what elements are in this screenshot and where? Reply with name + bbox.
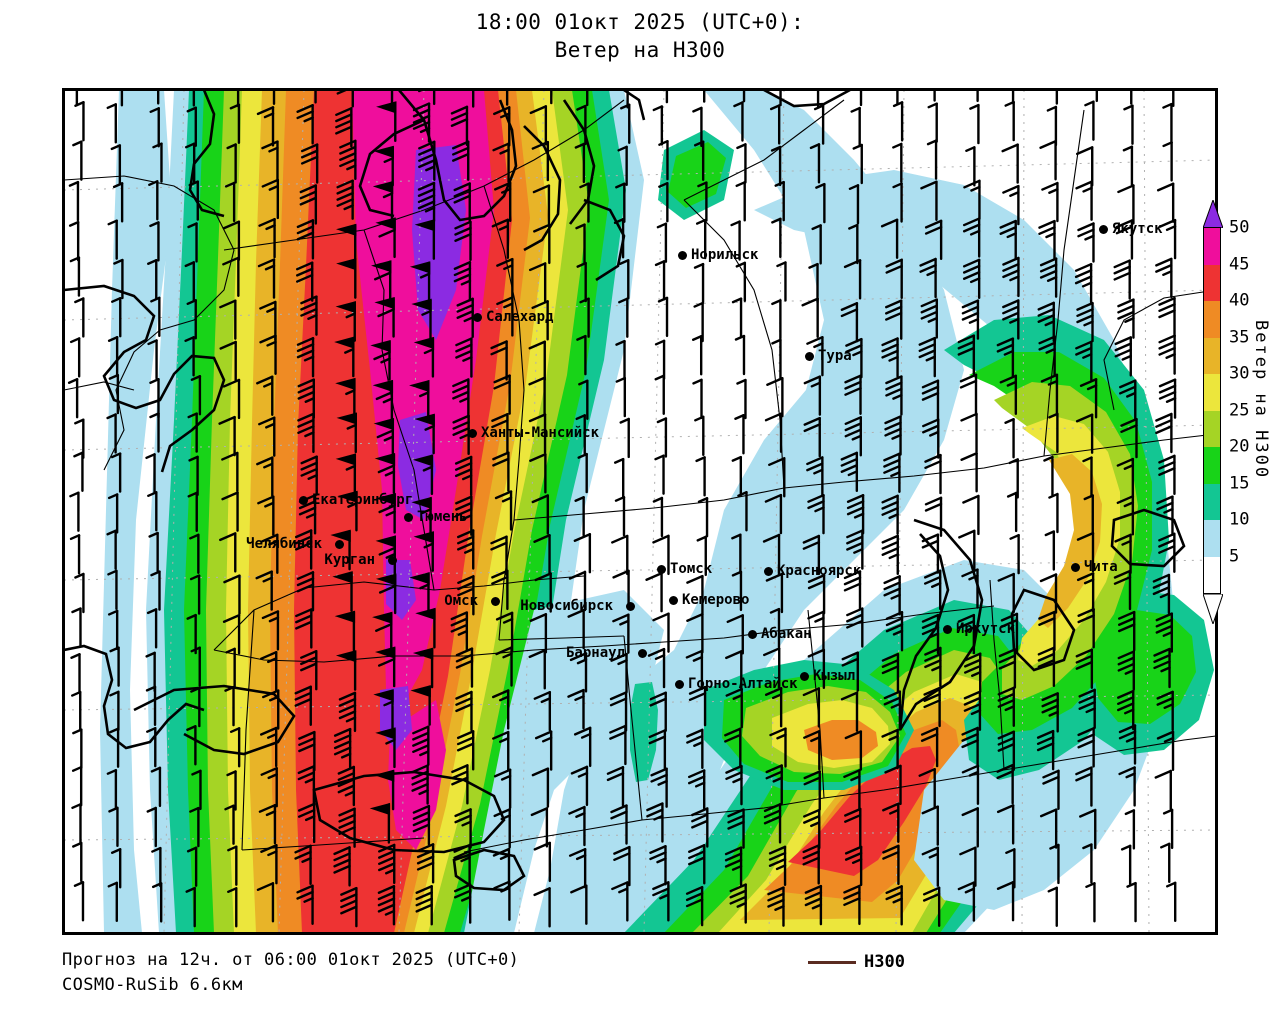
city-dot-icon (388, 556, 397, 565)
city-dot-icon (675, 680, 684, 689)
city-dot-icon (299, 496, 308, 505)
city-dot-icon (805, 352, 814, 361)
city-dot-icon (638, 649, 647, 658)
city-dot-icon (943, 625, 952, 634)
city-label: Горно-Алтайск (688, 676, 798, 692)
city-dot-icon (468, 429, 477, 438)
city-dot-icon (678, 251, 687, 260)
contour-fill-central-light-2 (464, 590, 664, 933)
colorbar-band-0-5 (1204, 556, 1220, 593)
colorbar-band-5-10 (1204, 520, 1220, 557)
legend-line-swatch (808, 960, 856, 964)
city-label: Челябинск (246, 536, 322, 552)
colorbar-tick-30: 30 (1229, 363, 1250, 384)
colorbar-band-35-40 (1204, 301, 1220, 338)
city-label: Якутск (1112, 221, 1163, 237)
city-label: Абакан (761, 626, 812, 642)
colorbar-overflow-arrow (1203, 200, 1223, 228)
city-dot-icon (800, 672, 809, 681)
colorbar-tick-50: 50 (1229, 217, 1250, 238)
city-label: Курган (324, 552, 375, 568)
city-label: Томск (670, 561, 713, 577)
city-dot-icon (669, 596, 678, 605)
city-label: Тюмень (417, 509, 468, 525)
colorbar-tick-40: 40 (1229, 290, 1250, 311)
colorbar-axis-label: Ветер на H300 (1251, 320, 1271, 480)
footer-block: Прогноз на 12ч. от 06:00 01окт 2025 (UTC… (62, 948, 1262, 998)
colorbar-tick-45: 45 (1229, 254, 1250, 274)
city-dot-icon (748, 630, 757, 639)
colorbar-band-10-15 (1204, 483, 1220, 520)
city-dot-icon (626, 602, 635, 611)
contour-fill-east-25-30 (1018, 416, 1120, 666)
city-dot-icon (657, 565, 666, 574)
chart-title-block: 18:00 01окт 2025 (UTC+0): Ветер на H300 (0, 8, 1280, 64)
city-dot-icon (1099, 225, 1108, 234)
contour-fill-barnaul-patch (630, 682, 658, 782)
city-dot-icon (404, 513, 413, 522)
colorbar-band-40-45 (1204, 264, 1220, 301)
city-label: Екатеринбург (312, 492, 414, 508)
contour-fill-sayan-40-45 (788, 746, 936, 876)
legend-h300: H300 (808, 952, 905, 972)
colorbar-band-15-20 (1204, 447, 1220, 484)
colorbar-bands (1203, 227, 1221, 594)
colorbar-tick-15: 15 (1229, 473, 1250, 493)
city-label: Красноярск (777, 563, 862, 579)
city-label: Омск (444, 593, 478, 609)
colorbar-band-20-25 (1204, 410, 1220, 447)
colorbar-underflow-arrow (1203, 594, 1223, 624)
city-label: Тура (818, 348, 852, 364)
city-dot-icon (491, 597, 500, 606)
city-label: Барнаул (565, 645, 625, 661)
colorbar-band-30-35 (1204, 337, 1220, 374)
city-label: Новосибирск (520, 598, 613, 614)
city-dot-icon (473, 313, 482, 322)
colorbar-band-25-30 (1204, 374, 1220, 411)
colorbar: 5 10 15 20 25 30 35 40 45 50 Ветер на H300 (1203, 200, 1280, 624)
city-label: Кемерово (682, 592, 750, 608)
colorbar-tick-20: 20 (1229, 436, 1250, 457)
legend-h300-label: H300 (864, 952, 905, 972)
map-canvas (64, 90, 1216, 933)
graticule (64, 90, 1216, 933)
city-dot-icon (764, 567, 773, 576)
colorbar-tick-25: 25 (1229, 400, 1250, 420)
city-label: Чита (1084, 559, 1118, 575)
city-label: Иркутск (956, 621, 1016, 637)
title-valid-time: 18:00 01окт 2025 (UTC+0): (475, 10, 805, 34)
colorbar-tick-10: 10 (1229, 509, 1250, 530)
weather-map[interactable]: Якутск Норильск Тура Салехард Ханты-Мансийск… (62, 88, 1218, 935)
contour-fill-misc-patch (658, 130, 734, 220)
forecast-info: Прогноз на 12ч. от 06:00 01окт 2025 (UTC… (62, 950, 520, 970)
city-label: Норильск (691, 247, 759, 263)
city-dot-icon (335, 540, 344, 549)
colorbar-band-45-50 (1204, 228, 1220, 265)
colorbar-tick-35: 35 (1229, 327, 1250, 347)
city-label: Ханты-Мансийск (481, 425, 600, 441)
model-info: COSMO-RuSib 6.6км (62, 975, 243, 995)
city-dot-icon (1071, 563, 1080, 572)
colorbar-tick-5: 5 (1229, 546, 1240, 566)
wind-barbs (67, 90, 1177, 928)
city-label: Салехард (486, 309, 554, 325)
city-label: Кызыл (813, 668, 856, 684)
title-parameter: Ветер на H300 (554, 38, 726, 62)
